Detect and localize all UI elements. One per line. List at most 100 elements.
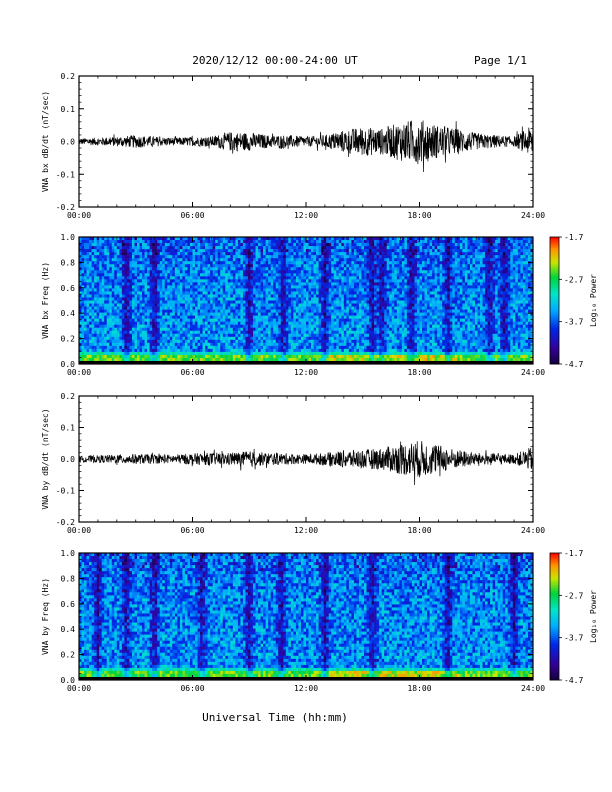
spectrogram-cell xyxy=(331,339,335,344)
spectrogram-cell xyxy=(94,348,97,353)
spectrogram-cell xyxy=(192,312,196,316)
spectrogram-cell xyxy=(187,321,191,325)
spectrogram-cell xyxy=(263,297,266,301)
spectrogram-cell xyxy=(321,249,324,253)
spectrogram-cell xyxy=(111,333,115,338)
spectrogram-cell xyxy=(341,306,345,310)
spectrogram-cell xyxy=(212,240,216,244)
spectrogram-cell xyxy=(96,252,100,256)
spectrogram-cell xyxy=(268,264,271,268)
spectrogram-cell xyxy=(81,252,85,256)
spectrogram-cell xyxy=(202,321,206,325)
spectrogram-cell xyxy=(104,243,108,247)
spectrogram-cell xyxy=(328,273,332,277)
spectrogram-cell xyxy=(270,354,274,359)
spectrogram-cell xyxy=(99,246,102,250)
spectrogram-cell xyxy=(159,267,163,271)
spectrogram-cell xyxy=(189,327,193,332)
spectrogram-cell xyxy=(306,321,309,325)
spectrogram-cell xyxy=(364,261,367,265)
spectrogram-cell xyxy=(311,336,314,341)
spectrogram-cell xyxy=(147,303,150,307)
spectrogram-cell xyxy=(164,327,168,332)
spectrogram-cell xyxy=(295,339,299,344)
spectrogram-cell xyxy=(121,279,125,283)
spectrogram-cell xyxy=(205,330,208,335)
spectrogram-cell xyxy=(270,264,274,268)
spectrogram-cell xyxy=(147,333,150,338)
spectrogram-cell xyxy=(202,324,206,329)
spectrogram-cell xyxy=(273,339,277,344)
spectrogram-cell xyxy=(285,288,289,292)
spectrogram-cell xyxy=(326,258,329,262)
spectrogram-cell xyxy=(227,321,231,325)
spectrogram-cell xyxy=(184,339,188,344)
spectrogram-cell xyxy=(250,282,254,286)
spectrogram-cell xyxy=(189,237,193,241)
spectrogram-cell xyxy=(99,339,102,344)
spectrogram-cell xyxy=(306,303,309,307)
spectrogram-cell xyxy=(89,249,92,253)
spectrogram-cell xyxy=(81,327,85,332)
spectrogram-cell xyxy=(174,240,178,244)
spectrogram-cell xyxy=(343,276,347,280)
spectrogram-cell xyxy=(361,348,365,353)
spectrogram-cell xyxy=(268,294,271,298)
spectrogram-cell xyxy=(270,321,274,325)
spectrogram-cell xyxy=(179,237,183,241)
spectrogram-cell xyxy=(333,285,337,289)
spectrogram-cell xyxy=(278,273,282,277)
spectrogram-cell xyxy=(260,267,264,271)
spectrogram-cell xyxy=(255,291,259,295)
spectrogram-cell xyxy=(230,327,234,332)
spectrogram-cell xyxy=(139,342,143,347)
spectrogram-cell xyxy=(232,243,236,247)
spectrogram-cell xyxy=(177,291,181,295)
spectrogram-cell xyxy=(326,261,329,265)
spectrogram-cell xyxy=(358,273,362,277)
spectrogram-cell xyxy=(270,261,274,265)
spectrogram-cell xyxy=(356,261,360,265)
spectrogram-cell xyxy=(189,336,193,341)
spectrogram-cell xyxy=(247,354,251,359)
spectrogram-cell xyxy=(144,333,148,338)
spectrogram-cell xyxy=(169,309,173,313)
spectrogram-cell xyxy=(86,309,90,313)
spectrogram-cell xyxy=(356,285,360,289)
spectrogram-cell xyxy=(225,276,229,280)
spectrogram-cell xyxy=(200,276,203,280)
spectrogram-cell xyxy=(197,279,201,283)
spectrogram-cell xyxy=(346,318,350,322)
spectrogram-cell xyxy=(313,336,317,341)
spectrogram-cell xyxy=(99,291,102,295)
spectrogram-cell xyxy=(179,303,183,307)
spectrogram-cell xyxy=(154,348,158,353)
spectrogram-cell xyxy=(86,336,90,341)
spectrogram-cell xyxy=(174,339,178,344)
spectrogram-cell xyxy=(124,240,128,244)
spectrogram-cell xyxy=(134,303,138,307)
spectrogram-cell xyxy=(235,339,239,344)
spectrogram-cell xyxy=(364,258,367,262)
spectrogram-cell xyxy=(268,348,271,353)
spectrogram-cell xyxy=(220,279,224,283)
spectrogram-cell xyxy=(207,342,211,347)
spectrogram-cell xyxy=(336,345,340,350)
spectrogram-cell xyxy=(94,291,97,295)
spectrogram-cell xyxy=(139,270,143,274)
spectrogram-cell xyxy=(336,351,340,356)
spectrogram-cell xyxy=(240,345,244,350)
spectrogram-cell xyxy=(275,246,279,250)
spectrogram-cell xyxy=(197,315,201,319)
spectrogram-cell xyxy=(306,345,309,350)
spectrogram-cell xyxy=(311,240,314,244)
spectrogram-cell xyxy=(245,312,249,316)
spectrogram-cell xyxy=(318,288,322,292)
spectrogram-cell xyxy=(268,279,271,283)
spectrogram-cell xyxy=(364,237,367,241)
spectrogram-cell xyxy=(298,318,302,322)
spectrogram-cell xyxy=(94,318,97,322)
spectrogram-cell xyxy=(328,267,332,271)
spectrogram-cell xyxy=(356,237,360,241)
spectrogram-cell xyxy=(124,273,128,277)
